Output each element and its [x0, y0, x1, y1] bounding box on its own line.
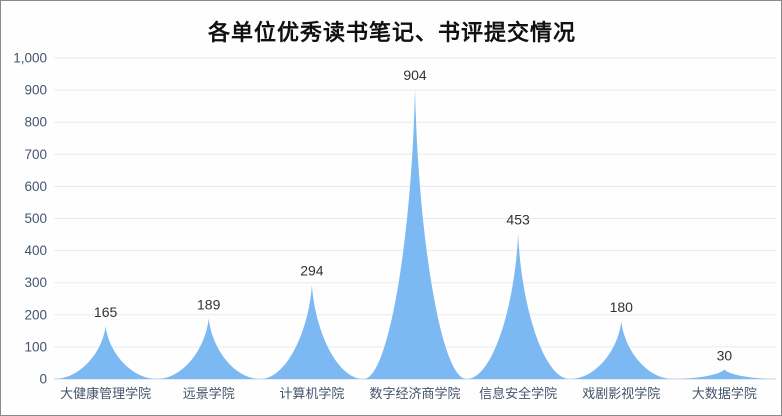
data-label: 165 — [94, 304, 118, 320]
y-tick-label: 0 — [39, 372, 47, 387]
data-label: 294 — [300, 263, 324, 279]
y-tick-label: 200 — [24, 307, 47, 322]
y-tick-label: 800 — [24, 115, 47, 130]
chart-title: 各单位优秀读书笔记、书评提交情况 — [207, 20, 576, 45]
data-label: 904 — [403, 67, 427, 83]
x-axis-label: 远景学院 — [183, 386, 235, 401]
y-tick-label: 600 — [24, 179, 47, 194]
x-axis-label: 戏剧影视学院 — [582, 386, 660, 401]
y-tick-label: 400 — [24, 243, 47, 258]
data-label: 189 — [197, 296, 221, 312]
x-axis-label: 大健康管理学院 — [60, 386, 151, 401]
y-tick-label: 1,000 — [13, 51, 47, 66]
y-tick-label: 100 — [24, 339, 47, 354]
area-series — [54, 88, 776, 380]
data-label: 180 — [610, 299, 634, 315]
data-label: 453 — [506, 212, 530, 228]
x-axis-label: 大数据学院 — [692, 386, 757, 401]
x-axis-label: 数字经济商学院 — [369, 386, 460, 401]
x-axis-label: 计算机学院 — [279, 386, 344, 401]
y-tick-label: 300 — [24, 275, 47, 290]
data-label: 30 — [717, 347, 733, 363]
x-axis-label: 信息安全学院 — [479, 386, 557, 401]
y-tick-label: 700 — [24, 147, 47, 162]
y-tick-label: 900 — [24, 83, 47, 98]
y-tick-label: 500 — [24, 211, 47, 226]
